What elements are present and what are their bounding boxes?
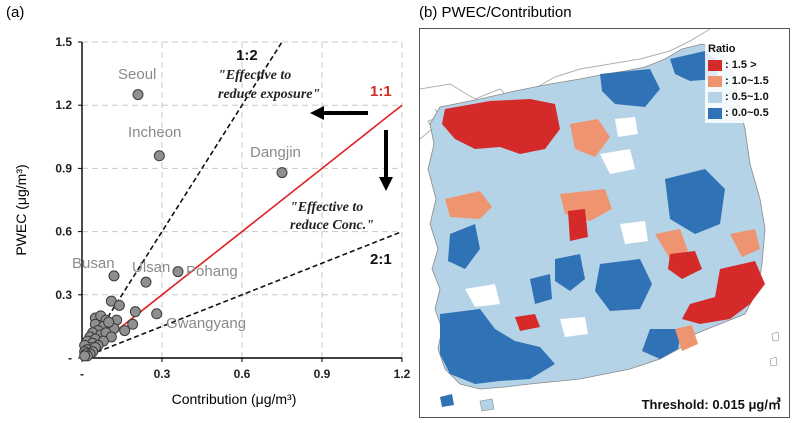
zone-busan-ulsan-high: [682, 261, 765, 324]
city-label: Busan: [72, 255, 115, 272]
legend-item: : 1.0~1.5: [708, 73, 782, 89]
zone-capital-high: [442, 99, 560, 154]
data-point: [276, 167, 288, 179]
data-point: [113, 299, 125, 311]
northern-coastline: [420, 29, 711, 105]
zone-empty-2: [465, 284, 500, 307]
y-axis-title: PWEC (μg/m³): [13, 164, 29, 255]
zone-inner-south-low: [555, 254, 585, 291]
data-points: [79, 89, 288, 362]
annotation-line2: reduce Conc.": [290, 218, 374, 233]
zone-north-mid: [570, 119, 610, 157]
legend-label: : 1.0~1.5: [725, 75, 769, 87]
y-tick-label: 1.5: [55, 35, 72, 49]
arrow-down-head: [379, 177, 393, 191]
zone-empty-4: [560, 317, 588, 337]
threshold-note: Threshold: 0.015 μg/㎥: [641, 397, 781, 412]
data-point: [103, 316, 115, 328]
data-point: [127, 318, 139, 330]
panel-b-label: (b) PWEC/Contribution: [419, 4, 572, 21]
chart-labels: Seoul Incheon Dangjin Busan Ulsan Pohang Gwang…: [72, 47, 393, 332]
zone-south-coast-mid: [675, 325, 698, 351]
island-4: [771, 331, 780, 342]
annotation-line1: "Effective to: [218, 68, 291, 83]
korea-ratio-map: [420, 29, 780, 412]
city-label: Gwangyang: [166, 315, 246, 332]
data-point: [108, 270, 120, 282]
city-label: Ulsan: [132, 259, 170, 276]
y-tick-label: -: [68, 351, 72, 365]
zone-pohang-high: [668, 251, 702, 279]
zone-east-mid: [655, 229, 688, 259]
arrow-left-head: [310, 106, 324, 120]
y-tick-label: 0.9: [55, 161, 72, 175]
city-label: Dangjin: [250, 144, 301, 161]
annotation-line2: reduce exposure": [218, 87, 320, 102]
data-point: [151, 308, 163, 320]
x-tick-label: 0.6: [234, 367, 251, 381]
axes: - 0.3 0.6 0.9 1.2 - 0.3 0.6 0.9 1.2 1.5 Contributio…: [13, 35, 411, 407]
panel-a-label: (a): [6, 4, 25, 21]
data-point: [172, 266, 184, 278]
map-legend: Ratio : 1.5 > : 1.0~1.5 : 0.5~1.0 : 0.0~…: [705, 41, 785, 123]
zone-southwest-low: [440, 309, 555, 384]
legend-item: : 1.5 >: [708, 57, 782, 73]
island-3: [769, 356, 778, 367]
legend-swatch: [708, 107, 722, 119]
legend-label: : 0.0~0.5: [725, 107, 769, 119]
zone-empty-1: [600, 149, 635, 174]
city-label: Seoul: [118, 66, 156, 83]
data-point: [132, 89, 144, 101]
zone-central-high: [568, 209, 588, 241]
city-label: Incheon: [128, 124, 181, 141]
data-point: [79, 350, 91, 362]
city-label: Pohang: [186, 263, 238, 280]
legend-title: Ratio: [708, 43, 736, 55]
zone-gwangyang-high: [515, 314, 540, 331]
zone-southeast-coast-low: [642, 329, 682, 359]
zone-empty-5: [615, 117, 638, 137]
zone-empty-3: [620, 221, 648, 244]
scatter-chart: - 0.3 0.6 0.9 1.2 - 0.3 0.6 0.9 1.2 1.5 Contributio…: [13, 35, 411, 407]
data-point: [153, 150, 165, 162]
y-tick-label: 1.2: [55, 98, 72, 112]
annotation-line1: "Effective to: [290, 200, 363, 215]
island-1: [440, 394, 454, 407]
reference-line: [81, 230, 403, 359]
y-tick-label: 0.6: [55, 225, 72, 239]
x-tick-label: 1.2: [394, 367, 411, 381]
legend-swatch: [708, 59, 722, 71]
zone-central-south-low: [595, 259, 652, 311]
reference-line: [81, 41, 283, 359]
zone-east-low: [665, 169, 725, 234]
data-point: [140, 276, 152, 288]
map-panel: Ratio : 1.5 > : 1.0~1.5 : 0.5~1.0 : 0.0~…: [419, 28, 790, 418]
x-tick-label: 0.3: [154, 367, 171, 381]
zone-far-east-mid: [730, 229, 760, 257]
x-tick-label: 0.9: [314, 367, 331, 381]
ratio-label: 1:1: [370, 83, 392, 100]
legend-swatch: [708, 75, 722, 87]
legend-label: : 0.5~1.0: [725, 91, 769, 103]
x-tick-label: -: [80, 367, 84, 381]
legend-item: : 0.0~0.5: [708, 105, 782, 121]
zone-northeast-low: [600, 69, 660, 107]
x-axis-title: Contribution (μg/m³): [172, 391, 297, 407]
ratio-label: 1:2: [236, 47, 258, 64]
island-2: [479, 398, 495, 412]
y-tick-label: 0.3: [55, 288, 72, 302]
data-point: [119, 325, 131, 337]
zone-west-low: [448, 224, 480, 269]
legend-item: : 0.5~1.0: [708, 89, 782, 105]
legend-swatch: [708, 91, 722, 103]
legend-label: : 1.5 >: [725, 59, 757, 71]
zone-west-mid: [445, 191, 492, 219]
ratio-label: 2:1: [370, 251, 392, 268]
zone-midwest-low: [530, 274, 552, 304]
data-point: [129, 306, 141, 318]
